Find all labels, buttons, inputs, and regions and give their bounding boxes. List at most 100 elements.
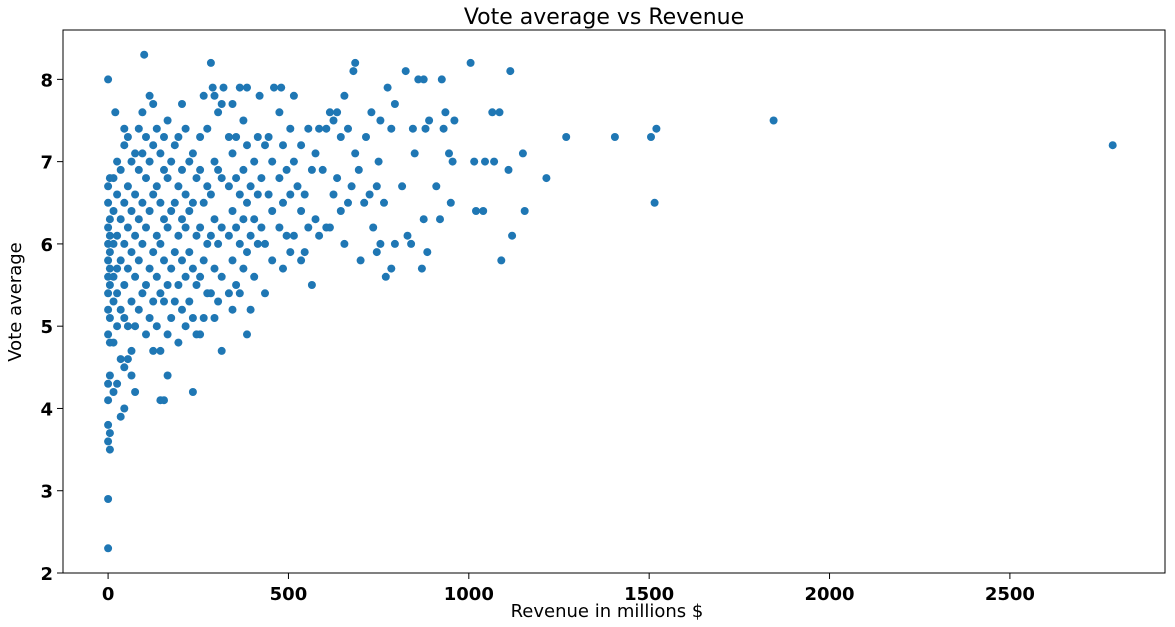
data-point bbox=[275, 223, 284, 232]
data-point bbox=[206, 289, 215, 298]
y-axis: 2 3 4 5 6 7 8 bbox=[40, 70, 63, 585]
data-point bbox=[372, 248, 381, 257]
plot-frame bbox=[62, 29, 1166, 574]
data-point bbox=[160, 256, 168, 265]
data-point bbox=[192, 174, 201, 183]
data-point bbox=[120, 239, 129, 248]
data-point bbox=[232, 223, 241, 232]
data-point bbox=[167, 314, 176, 322]
data-point bbox=[116, 215, 125, 224]
data-point bbox=[185, 248, 194, 257]
data-point bbox=[372, 182, 381, 191]
points-layer bbox=[104, 50, 1117, 553]
data-point bbox=[104, 182, 113, 191]
data-point bbox=[127, 297, 136, 306]
data-point bbox=[286, 124, 295, 133]
data-point bbox=[152, 231, 161, 240]
x-tick-label: 2500 bbox=[985, 584, 1035, 605]
data-point bbox=[351, 149, 360, 158]
data-point bbox=[174, 281, 183, 289]
data-point bbox=[387, 124, 396, 133]
data-point bbox=[149, 190, 158, 199]
data-point bbox=[243, 83, 251, 92]
data-point bbox=[192, 231, 201, 240]
data-point bbox=[156, 289, 165, 298]
data-point bbox=[647, 133, 655, 141]
y-tick-label: 8 bbox=[40, 70, 53, 91]
data-point bbox=[203, 124, 212, 133]
data-point bbox=[322, 124, 331, 133]
data-point bbox=[109, 174, 118, 183]
data-point bbox=[134, 256, 143, 265]
data-point bbox=[123, 322, 132, 331]
data-point bbox=[217, 174, 226, 183]
data-point bbox=[253, 190, 262, 199]
y-axis-label: Vote average bbox=[5, 242, 26, 361]
data-point bbox=[333, 108, 342, 117]
data-point bbox=[293, 182, 302, 191]
data-point bbox=[497, 256, 506, 265]
data-point bbox=[196, 223, 205, 232]
data-point bbox=[149, 346, 158, 355]
data-point bbox=[105, 445, 114, 454]
data-point bbox=[105, 231, 114, 240]
x-tick-label: 1000 bbox=[444, 584, 494, 605]
data-point bbox=[127, 157, 136, 166]
data-point bbox=[243, 330, 251, 339]
data-point bbox=[163, 281, 172, 289]
data-point bbox=[104, 223, 113, 232]
data-point bbox=[134, 124, 143, 133]
data-point bbox=[109, 338, 118, 347]
data-point bbox=[235, 289, 244, 298]
data-point bbox=[275, 108, 284, 117]
data-point bbox=[123, 223, 132, 232]
data-point bbox=[387, 264, 396, 273]
data-point bbox=[142, 281, 150, 289]
data-point bbox=[145, 157, 154, 166]
data-point bbox=[610, 133, 619, 141]
data-point bbox=[188, 264, 197, 273]
data-point bbox=[181, 322, 190, 331]
data-point bbox=[481, 157, 489, 166]
data-point bbox=[196, 272, 205, 281]
data-point bbox=[217, 346, 226, 355]
data-point bbox=[156, 239, 165, 248]
data-point bbox=[520, 207, 529, 215]
data-point bbox=[160, 165, 168, 174]
data-point bbox=[152, 272, 161, 281]
data-point bbox=[120, 281, 129, 289]
data-point bbox=[333, 174, 342, 183]
data-point bbox=[562, 133, 571, 141]
data-point bbox=[210, 264, 219, 273]
data-point bbox=[390, 239, 399, 248]
data-point bbox=[325, 108, 334, 117]
data-point bbox=[105, 429, 114, 438]
data-point bbox=[105, 371, 114, 380]
data-point bbox=[105, 215, 114, 224]
data-point bbox=[228, 305, 237, 314]
data-point bbox=[181, 272, 190, 281]
data-point bbox=[104, 396, 113, 405]
data-point bbox=[253, 239, 262, 248]
data-point bbox=[116, 412, 125, 421]
data-point bbox=[178, 305, 186, 314]
y-tick-label: 7 bbox=[40, 153, 53, 174]
data-point bbox=[138, 289, 147, 298]
data-point bbox=[113, 289, 122, 298]
data-point bbox=[235, 83, 244, 92]
data-point bbox=[149, 141, 158, 150]
data-point bbox=[297, 141, 306, 150]
data-point bbox=[217, 100, 226, 108]
data-point bbox=[142, 223, 150, 232]
data-point bbox=[232, 174, 241, 183]
x-axis-label: Revenue in millions $ bbox=[511, 601, 704, 622]
data-point bbox=[152, 182, 161, 191]
data-point bbox=[214, 239, 223, 248]
data-point bbox=[113, 264, 122, 273]
data-point bbox=[163, 223, 172, 232]
data-point bbox=[178, 165, 186, 174]
data-point bbox=[239, 215, 248, 224]
data-point bbox=[210, 314, 219, 322]
data-point bbox=[421, 124, 430, 133]
data-point bbox=[437, 75, 446, 84]
